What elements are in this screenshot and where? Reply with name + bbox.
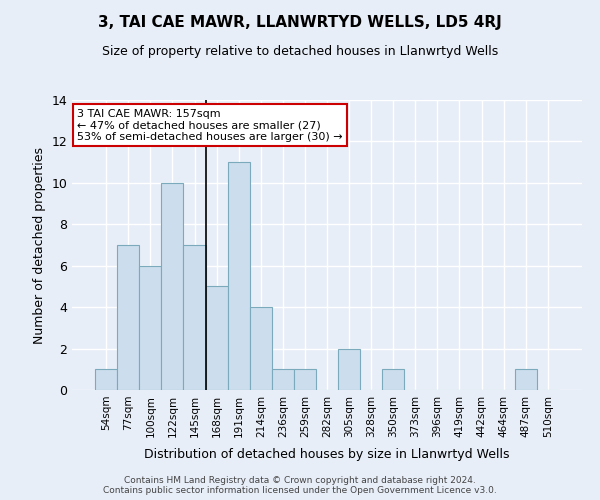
Bar: [161, 183, 184, 390]
Bar: [227, 162, 250, 390]
Bar: [250, 307, 272, 390]
Text: Size of property relative to detached houses in Llanwrtyd Wells: Size of property relative to detached ho…: [102, 45, 498, 58]
Bar: [338, 348, 360, 390]
Bar: [294, 370, 316, 390]
Bar: [95, 370, 117, 390]
Text: 3, TAI CAE MAWR, LLANWRTYD WELLS, LD5 4RJ: 3, TAI CAE MAWR, LLANWRTYD WELLS, LD5 4R…: [98, 15, 502, 30]
Bar: [515, 370, 537, 390]
Bar: [382, 370, 404, 390]
Text: 3 TAI CAE MAWR: 157sqm
← 47% of detached houses are smaller (27)
53% of semi-det: 3 TAI CAE MAWR: 157sqm ← 47% of detached…: [77, 108, 343, 142]
Bar: [206, 286, 227, 390]
Bar: [117, 245, 139, 390]
Bar: [184, 245, 206, 390]
Bar: [139, 266, 161, 390]
X-axis label: Distribution of detached houses by size in Llanwrtyd Wells: Distribution of detached houses by size …: [144, 448, 510, 461]
Bar: [272, 370, 294, 390]
Y-axis label: Number of detached properties: Number of detached properties: [33, 146, 46, 344]
Text: Contains HM Land Registry data © Crown copyright and database right 2024.
Contai: Contains HM Land Registry data © Crown c…: [103, 476, 497, 495]
